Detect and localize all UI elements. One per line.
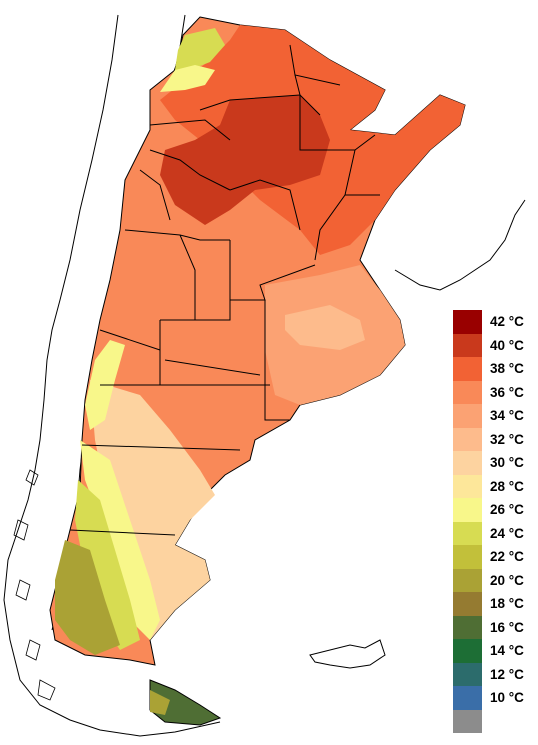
zone-andes-olive xyxy=(55,540,120,655)
chile-islands xyxy=(13,469,56,701)
legend-row: 36 °C xyxy=(453,380,533,404)
legend-swatch xyxy=(453,474,482,498)
legend-label: 32 °C xyxy=(490,431,524,447)
legend-swatch xyxy=(453,427,482,451)
legend-swatch xyxy=(453,592,482,616)
legend-label: 26 °C xyxy=(490,502,524,518)
legend-row: 28 °C xyxy=(453,474,533,498)
legend-label: 34 °C xyxy=(490,408,524,424)
legend-label: 16 °C xyxy=(490,619,524,635)
legend-label: 10 °C xyxy=(490,690,524,706)
legend-swatch xyxy=(453,498,482,522)
legend-swatch xyxy=(453,615,482,639)
zone-pampas-light xyxy=(285,305,365,350)
legend-swatch xyxy=(453,545,482,569)
legend-swatch xyxy=(453,451,482,475)
legend-label: 22 °C xyxy=(490,549,524,565)
legend-label: 36 °C xyxy=(490,384,524,400)
legend-swatch xyxy=(453,639,482,663)
legend-row: 30 °C xyxy=(453,451,533,475)
province-borders xyxy=(69,44,380,536)
legend-row: 42 °C xyxy=(453,310,533,334)
legend-label: 38 °C xyxy=(490,361,524,377)
legend-row: 32 °C xyxy=(453,427,533,451)
chile-outline xyxy=(3,14,221,737)
legend-label: 28 °C xyxy=(490,478,524,494)
tierra-del-fuego-olive xyxy=(150,690,170,715)
legend-row: 20 °C xyxy=(453,568,533,592)
legend-swatch xyxy=(453,333,482,357)
legend-swatch xyxy=(453,380,482,404)
legend-swatch xyxy=(453,568,482,592)
legend-label: 14 °C xyxy=(490,643,524,659)
legend-row: 40 °C xyxy=(453,333,533,357)
legend-row: 26 °C xyxy=(453,498,533,522)
zone-patagonia-yellow xyxy=(80,440,160,640)
legend-row: 22 °C xyxy=(453,545,533,569)
legend-swatch xyxy=(453,404,482,428)
legend-row: 18 °C xyxy=(453,592,533,616)
legend-swatch xyxy=(453,686,482,710)
legend-row: 16 °C xyxy=(453,615,533,639)
legend-label: 20 °C xyxy=(490,572,524,588)
legend-label: 40 °C xyxy=(490,337,524,353)
legend-swatch xyxy=(453,662,482,686)
legend-swatch xyxy=(453,521,482,545)
legend-label: 18 °C xyxy=(490,596,524,612)
legend-row: 24 °C xyxy=(453,521,533,545)
temperature-legend: 42 °C 40 °C 38 °C 36 °C 34 °C 32 °C 30 °C 28 °C… xyxy=(453,310,533,733)
legend-label: 24 °C xyxy=(490,525,524,541)
legend-swatch xyxy=(453,709,482,733)
zone-core-hot xyxy=(160,95,330,225)
malvinas-islands xyxy=(309,639,386,669)
legend-row: 14 °C xyxy=(453,639,533,663)
uruguay-outline xyxy=(394,199,526,291)
legend-row: 12 °C xyxy=(453,662,533,686)
zone-patagonia-green xyxy=(75,480,140,650)
legend-swatch xyxy=(453,310,482,334)
legend-row: 38 °C xyxy=(453,357,533,381)
legend-row: 34 °C xyxy=(453,404,533,428)
legend-label: 30 °C xyxy=(490,455,524,471)
legend-row: 10 °C xyxy=(453,686,533,710)
zone-patagonia-light xyxy=(90,380,215,640)
zone-northwest-yellow xyxy=(175,28,225,70)
zone-northwest-light xyxy=(160,65,215,92)
legend-label: 42 °C xyxy=(490,314,524,330)
legend-row xyxy=(453,709,533,733)
legend-label: 12 °C xyxy=(490,666,524,682)
legend-swatch xyxy=(453,357,482,381)
